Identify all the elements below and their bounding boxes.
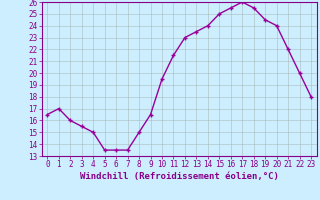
X-axis label: Windchill (Refroidissement éolien,°C): Windchill (Refroidissement éolien,°C) xyxy=(80,172,279,181)
